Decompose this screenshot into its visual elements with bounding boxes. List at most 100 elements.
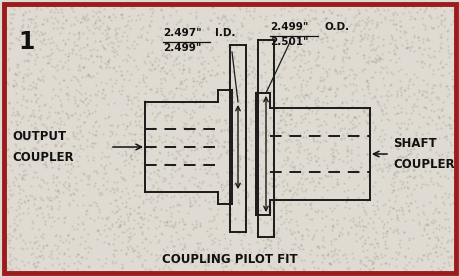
Point <box>30 241 38 245</box>
Point <box>347 104 355 108</box>
Point <box>18 175 25 179</box>
Point <box>322 15 330 20</box>
Point <box>266 176 274 180</box>
Point <box>230 49 237 54</box>
Point <box>195 73 202 78</box>
Point <box>64 93 72 98</box>
Point <box>291 49 298 54</box>
Point <box>65 183 73 187</box>
Point <box>41 162 49 166</box>
Point <box>149 184 156 189</box>
Point <box>340 189 347 194</box>
Point <box>290 167 297 171</box>
Point <box>409 217 416 222</box>
Point <box>392 216 400 220</box>
Point <box>48 36 55 40</box>
Point <box>297 258 304 262</box>
Point <box>286 108 294 112</box>
Point <box>185 261 193 265</box>
Point <box>34 76 42 81</box>
Point <box>223 127 230 132</box>
Point <box>198 77 206 81</box>
Point <box>194 246 202 251</box>
Point <box>427 264 434 268</box>
Point <box>293 245 301 249</box>
Point <box>422 231 429 236</box>
Point <box>294 137 301 142</box>
Point <box>44 60 51 64</box>
Point <box>201 167 208 171</box>
Point <box>217 129 224 133</box>
Point <box>320 256 327 260</box>
Point <box>126 154 133 159</box>
Point <box>48 165 56 169</box>
Point <box>313 179 321 184</box>
Point <box>247 250 255 255</box>
Point <box>89 158 96 162</box>
Point <box>305 107 313 111</box>
Point <box>422 106 429 110</box>
Point <box>261 150 269 155</box>
Point <box>60 78 67 83</box>
Point <box>388 13 396 17</box>
Point <box>364 221 371 225</box>
Point <box>378 37 386 41</box>
Point <box>196 41 203 46</box>
Point <box>419 210 426 214</box>
Point <box>280 269 287 273</box>
Point <box>59 20 66 25</box>
Point <box>365 242 373 247</box>
Point <box>29 111 37 115</box>
Point <box>209 91 216 96</box>
Point <box>338 159 346 164</box>
Point <box>381 15 388 19</box>
Point <box>294 180 302 184</box>
Point <box>66 50 73 55</box>
Point <box>190 26 197 30</box>
Point <box>95 210 103 214</box>
Point <box>220 145 227 150</box>
Point <box>18 25 25 29</box>
Point <box>278 249 285 254</box>
Point <box>396 238 403 242</box>
Point <box>399 31 407 35</box>
Point <box>56 122 63 126</box>
Point <box>345 55 352 60</box>
Point <box>79 31 87 36</box>
Point <box>362 83 369 88</box>
Point <box>230 216 238 220</box>
Point <box>146 87 154 91</box>
Point <box>376 107 384 111</box>
Point <box>311 101 318 105</box>
Point <box>25 34 33 38</box>
Point <box>210 30 218 34</box>
Point <box>201 257 208 262</box>
Point <box>214 242 222 246</box>
Point <box>347 151 354 155</box>
Point <box>438 65 445 70</box>
Point <box>178 174 185 178</box>
Point <box>370 236 377 241</box>
Point <box>250 119 257 123</box>
Point <box>76 154 83 158</box>
Point <box>257 268 264 272</box>
Point <box>129 248 137 252</box>
Point <box>227 189 235 194</box>
Point <box>334 121 341 125</box>
Point <box>206 165 213 169</box>
Point <box>258 40 266 44</box>
Point <box>213 15 221 19</box>
Point <box>32 146 39 151</box>
Point <box>10 7 17 12</box>
Point <box>158 92 165 96</box>
Point <box>282 112 289 117</box>
Point <box>261 184 269 189</box>
Point <box>13 122 20 127</box>
Point <box>113 204 120 209</box>
Point <box>132 84 140 89</box>
Point <box>381 105 388 109</box>
Point <box>49 256 56 260</box>
Point <box>392 227 400 231</box>
Point <box>370 94 377 98</box>
Point <box>280 60 287 65</box>
